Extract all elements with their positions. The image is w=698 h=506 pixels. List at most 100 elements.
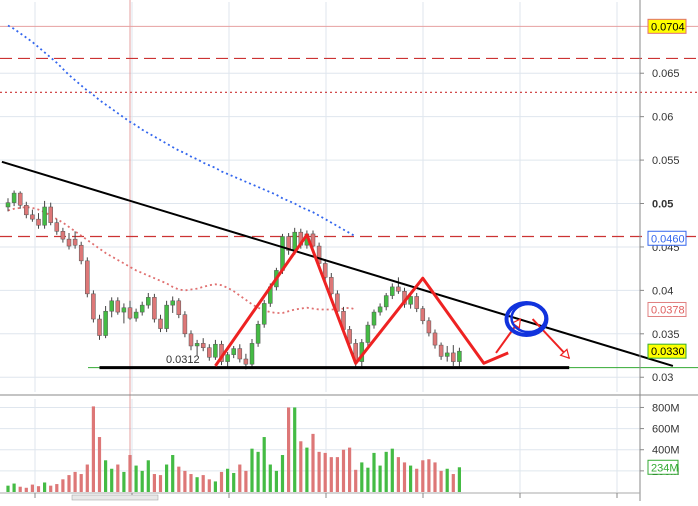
candle-body [54,222,60,232]
candle [390,283,395,300]
candle-body [414,296,419,309]
volume-bar [262,437,266,492]
candle [24,201,29,219]
candle-body [249,343,255,365]
candle-body [133,311,139,319]
candle-body [213,343,218,358]
low-price-annotation: 0.0312 [166,354,200,366]
candle [213,339,218,360]
candle-body [243,358,249,365]
candle-body [42,206,47,226]
candle-body [310,233,316,247]
pattern-drawing: 0.0312 [166,233,571,367]
volume-bar [402,462,407,492]
candle [152,293,157,323]
volume-bar [85,464,89,492]
volume-bar [378,465,382,492]
candle [127,300,133,320]
volume-bar [152,474,156,492]
candle-body [158,318,163,329]
candle [200,338,206,352]
trendline [1,160,674,367]
volume-bar [287,407,291,492]
volume-bar [55,484,59,492]
volume-bar [6,485,10,492]
price-axis: 0.030.0350.040.0450.050.0550.060.0650.07… [640,18,687,384]
volume-bar [201,475,205,492]
candle-body [194,343,200,347]
price-label-tag: 0.0378 [647,301,687,317]
candle [451,345,456,366]
candle-body [200,343,206,348]
price-label-text: 0.0378 [651,304,685,316]
volume-bar [49,485,53,492]
candle-body [5,202,11,208]
volume-bar [256,451,260,492]
moving-averages [7,24,357,314]
candle-body [444,352,450,357]
candle-body [97,318,102,336]
candle [438,342,444,360]
volume-bar [12,483,16,492]
volume-bar [97,437,102,492]
volume-bar [451,474,455,492]
candle-body [182,314,188,335]
candle [182,311,188,338]
volume-bar [146,460,150,492]
volume-bar [30,484,34,492]
price-tick-label: 0.05 [652,199,673,211]
candle-body [322,263,328,278]
candle [30,209,35,222]
volume-bar [61,479,65,492]
candle-body [329,277,334,295]
candle-body [78,244,84,262]
candle [255,320,261,347]
candle-body [36,218,41,226]
volume-bar [457,467,461,492]
candle-body [60,231,66,240]
price-label-tag: 0.0704 [647,18,687,34]
trendlines [1,160,674,370]
candle-body [371,311,377,326]
candle [121,303,127,324]
candle [78,241,84,265]
candle [66,233,72,250]
moving-average-line [7,24,357,238]
pattern-zigzag [214,233,509,367]
volume-bar [238,464,242,492]
forecast-arrow-head [511,318,522,330]
candle [207,344,212,361]
candle-body [152,297,157,320]
candle-body [261,303,267,325]
volume-bar [311,433,315,492]
candle [414,292,419,313]
candlestick-series [5,190,462,370]
volume-bar [177,466,181,492]
candle-body [231,348,236,355]
candle-body [225,354,230,362]
candle [72,231,78,249]
volume-last-box [647,459,679,475]
volume-bar [299,441,303,492]
candle-body [255,323,261,344]
price-label-text: 0.0704 [651,21,685,33]
candle [261,299,267,328]
volume-bar [104,460,108,492]
volume-bar [293,407,297,492]
candle-body [396,286,401,292]
candle [231,345,236,359]
volume-bar [36,486,41,492]
volume-bar [250,448,254,492]
candle [310,230,316,250]
volume-bar [305,447,309,492]
price-tick-label: 0.06 [652,112,673,124]
candle [48,202,53,226]
candle [329,273,334,299]
price-tick-label: 0.03 [652,372,673,384]
candle-body [383,295,389,308]
price-label-box [647,18,687,34]
candle [371,309,377,329]
candle-body [139,304,145,313]
